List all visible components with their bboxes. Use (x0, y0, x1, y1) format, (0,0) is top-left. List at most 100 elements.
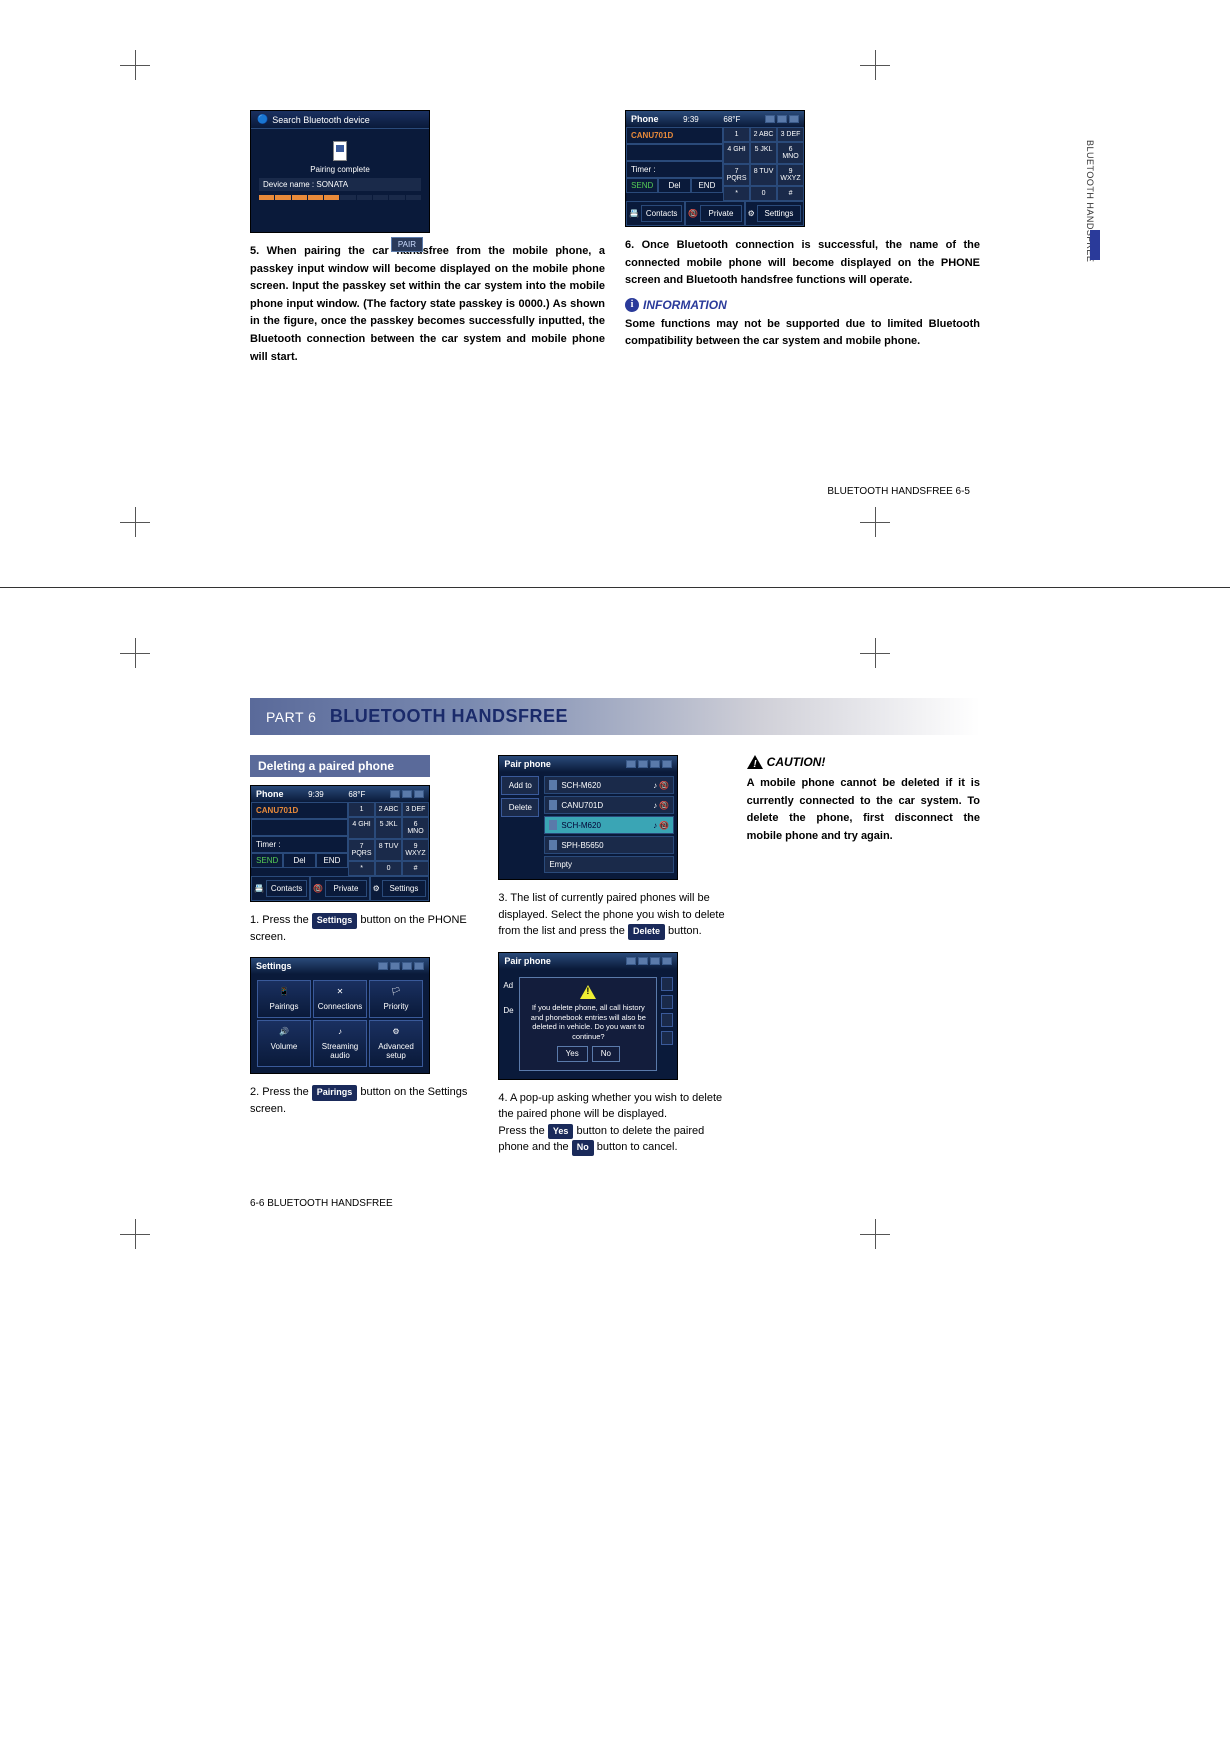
key-8[interactable]: 8 TUV (375, 839, 402, 861)
paired-device-row-empty: Empty (544, 856, 674, 873)
key-2[interactable]: 2 ABC (375, 802, 402, 817)
streaming-tile[interactable]: ♪Streaming audio (313, 1020, 367, 1067)
end-button[interactable]: END (691, 178, 723, 193)
subsection-heading: Deleting a paired phone (250, 755, 430, 777)
page-6-6: PART 6 BLUETOOTH HANDSFREE Deleting a pa… (0, 588, 1230, 1299)
key-0[interactable]: 0 (750, 186, 777, 201)
timer-row: Timer : (251, 836, 348, 853)
priority-tile[interactable]: 🏳Priority (369, 980, 423, 1018)
caution-text: A mobile phone cannot be deleted if it i… (747, 775, 980, 845)
phone-temp: 68°F (723, 115, 740, 124)
yes-button[interactable]: Yes (557, 1046, 588, 1062)
section-title: BLUETOOTH HANDSFREE (330, 706, 568, 726)
number-display (251, 819, 348, 836)
del-button[interactable]: Del (658, 178, 690, 193)
key-5[interactable]: 5 JKL (750, 142, 777, 164)
screenshot-delete-popup: Pair phone Ad De If you dele (498, 952, 678, 1080)
connected-device: CANU701D (626, 127, 723, 144)
key-4[interactable]: 4 GHI (723, 142, 750, 164)
device-icon (549, 780, 557, 790)
settings-title: Settings (256, 961, 292, 971)
key-7[interactable]: 7 PQRS (348, 839, 375, 861)
key-1[interactable]: 1 (348, 802, 375, 817)
pair-title: Pair phone (504, 956, 551, 966)
send-button[interactable]: SEND (251, 853, 283, 868)
key-6[interactable]: 6 MNO (777, 142, 804, 164)
volume-tile[interactable]: 🔊Volume (257, 1020, 311, 1067)
status-icons (378, 962, 424, 970)
step-1-text: 1. Press the Settings button on the PHON… (250, 912, 483, 945)
private-button[interactable]: 📵 Private (310, 876, 369, 901)
contacts-button[interactable]: 📇 Contacts (251, 876, 310, 901)
step-3-text: 3. The list of currently paired phones w… (498, 890, 731, 940)
key-hash[interactable]: # (777, 186, 804, 201)
step-4-text: 4. A pop-up asking whether you wish to d… (498, 1090, 731, 1156)
key-9[interactable]: 9 WXYZ (402, 839, 429, 861)
key-6[interactable]: 6 MNO (402, 817, 429, 839)
device-icon (549, 840, 557, 850)
key-0[interactable]: 0 (375, 861, 402, 876)
timer-row: Timer : (626, 161, 723, 178)
key-hash[interactable]: # (402, 861, 429, 876)
key-9[interactable]: 9 WXYZ (777, 164, 804, 186)
screenshot-settings: Settings 📱Pairings ✕Connections 🏳Priorit… (250, 957, 430, 1074)
screenshot-phone-keypad: Phone 9:39 68°F CANU701D Timer : SEND (625, 110, 805, 227)
key-3[interactable]: 3 DEF (777, 127, 804, 142)
key-8[interactable]: 8 TUV (750, 164, 777, 186)
connections-tile[interactable]: ✕Connections (313, 980, 367, 1018)
information-heading: i INFORMATION (625, 298, 980, 312)
caution-heading: ! CAUTION! (747, 755, 980, 769)
settings-button[interactable]: ⚙ Settings (745, 201, 804, 226)
side-tab-accent (1090, 230, 1100, 260)
key-3[interactable]: 3 DEF (402, 802, 429, 817)
keypad: 1 2 ABC 3 DEF 4 GHI 5 JKL 6 MNO 7 PQRS 8… (723, 127, 804, 201)
paired-device-row[interactable]: SCH-M620♪ 📵 (544, 776, 674, 794)
status-icons (626, 760, 672, 768)
crop-mark (860, 1219, 890, 1249)
key-1[interactable]: 1 (723, 127, 750, 142)
device-icon (549, 800, 557, 810)
key-star[interactable]: * (723, 186, 750, 201)
crop-mark (860, 507, 890, 537)
add-to-button[interactable]: Add to (501, 776, 539, 795)
phone-device-icon (333, 141, 347, 161)
pairing-status: Pairing complete (259, 165, 421, 174)
paired-device-row-selected[interactable]: SCH-M620♪ 📵 (544, 816, 674, 834)
step-2-text: 2. Press the Pairings button on the Sett… (250, 1084, 483, 1117)
popup-side-labels: Ad De (503, 981, 513, 1031)
popup-side-icons (661, 977, 673, 1049)
send-button[interactable]: SEND (626, 178, 658, 193)
phone-title: Phone (631, 114, 659, 124)
key-5[interactable]: 5 JKL (375, 817, 402, 839)
status-icons (626, 957, 672, 965)
phone-title: Phone (256, 789, 284, 799)
confirmation-popup: If you delete phone, all call history an… (519, 977, 657, 1071)
key-7[interactable]: 7 PQRS (723, 164, 750, 186)
phone-temp: 68°F (348, 790, 365, 799)
delete-button[interactable]: Delete (501, 798, 539, 817)
advanced-tile[interactable]: ⚙Advanced setup (369, 1020, 423, 1067)
contacts-button[interactable]: 📇 Contacts (626, 201, 685, 226)
pairings-tile[interactable]: 📱Pairings (257, 980, 311, 1018)
paired-device-row[interactable]: CANU701D♪ 📵 (544, 796, 674, 814)
pair-button[interactable]: PAIR (391, 237, 423, 252)
end-button[interactable]: END (316, 853, 348, 868)
private-button[interactable]: 📵 Private (685, 201, 744, 226)
key-4[interactable]: 4 GHI (348, 817, 375, 839)
key-star[interactable]: * (348, 861, 375, 876)
section-header: PART 6 BLUETOOTH HANDSFREE (250, 698, 980, 735)
paired-device-row[interactable]: SPH-B5650 (544, 836, 674, 854)
keypad: 1 2 ABC 3 DEF 4 GHI 5 JKL 6 MNO 7 PQRS 8… (348, 802, 429, 876)
no-button[interactable]: No (592, 1046, 620, 1062)
part-label: PART 6 (266, 709, 316, 725)
settings-button-ref: Settings (312, 913, 358, 929)
warning-icon (580, 985, 596, 999)
screenshot-pair-phone-list: Pair phone Add to Delete SCH-M620♪ 📵 CAN… (498, 755, 678, 880)
settings-button[interactable]: ⚙ Settings (370, 876, 429, 901)
key-2[interactable]: 2 ABC (750, 127, 777, 142)
del-button[interactable]: Del (283, 853, 315, 868)
crop-mark (120, 507, 150, 537)
pair-title: Pair phone (504, 759, 551, 769)
screenshot-search-bluetooth: 🔵 Search Bluetooth device Pairing comple… (250, 110, 430, 233)
info-icon: i (625, 298, 639, 312)
